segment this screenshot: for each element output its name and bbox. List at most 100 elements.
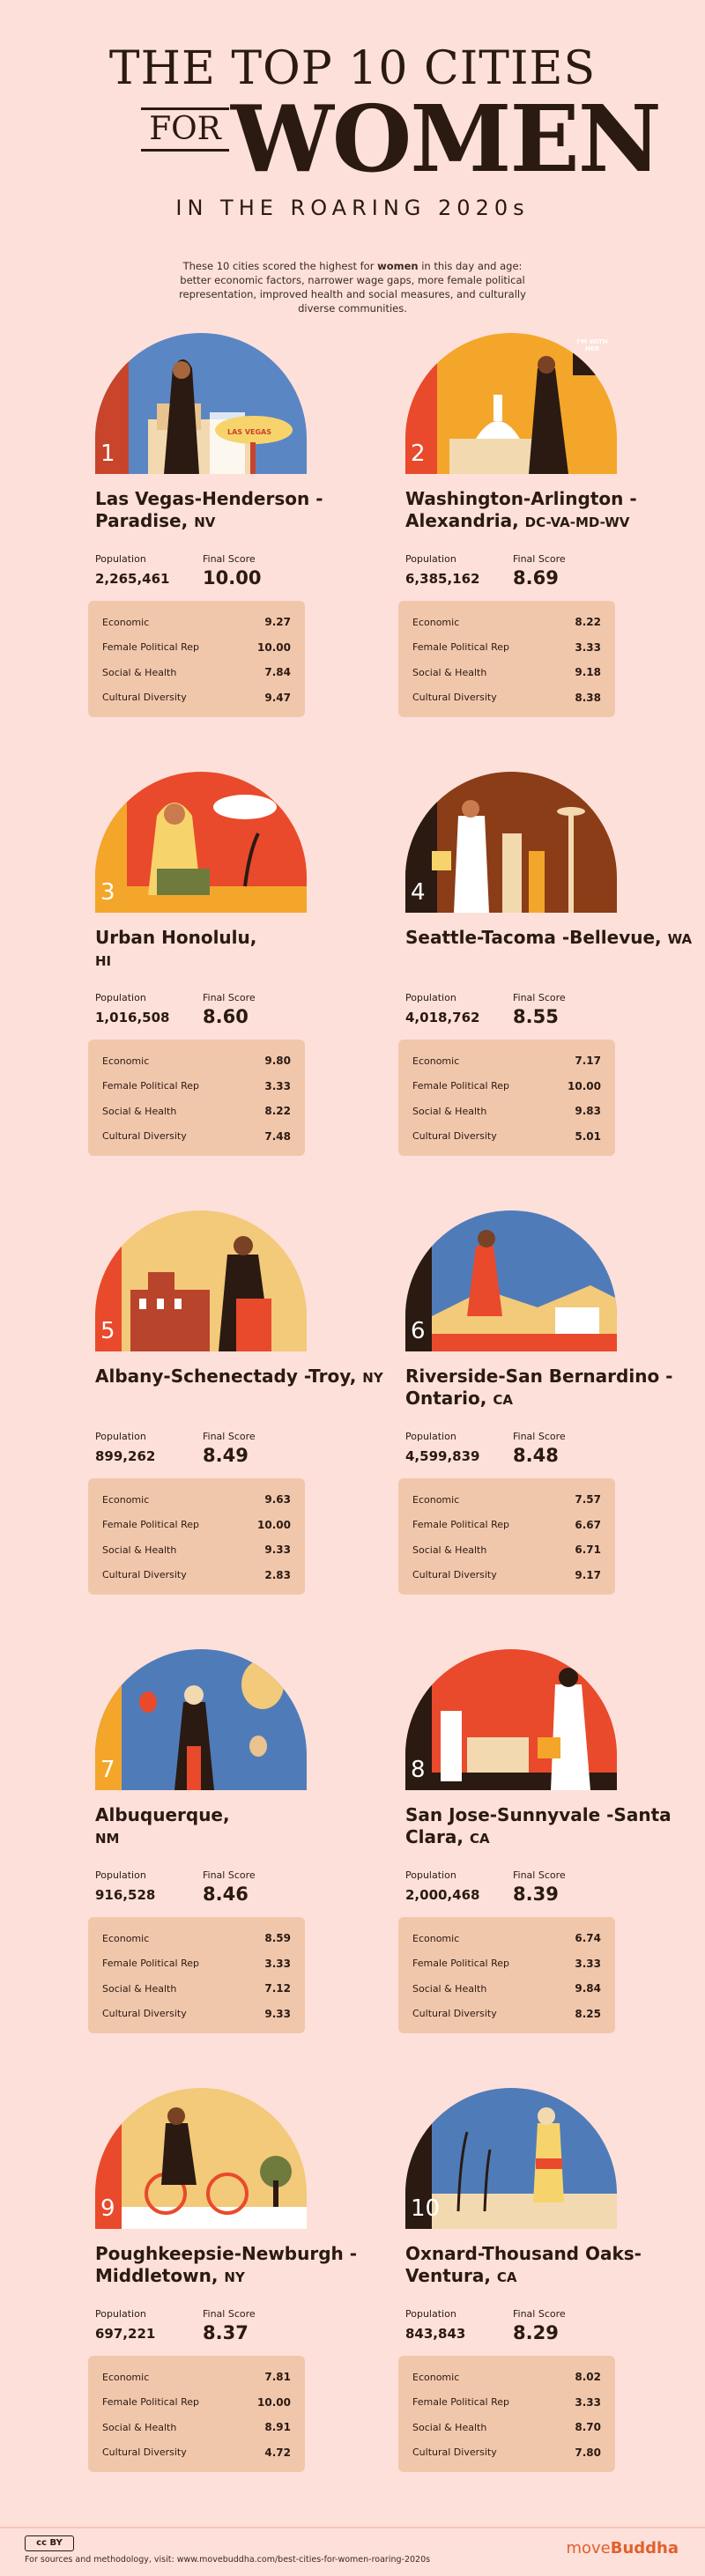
- final-score-value: 8.46: [203, 1884, 249, 1905]
- row-social: Social & Health 7.84: [102, 660, 291, 685]
- row-cultural: Cultural Diversity 4.72: [102, 2440, 291, 2466]
- title-top: THE TOP 10 CITIES: [108, 42, 597, 95]
- final-score-value: 8.37: [203, 2322, 249, 2343]
- cultural-label: Cultural Diversity: [412, 2008, 497, 2020]
- cultural-value: 7.48: [264, 1129, 291, 1143]
- row-cultural: Cultural Diversity 5.01: [412, 1124, 601, 1150]
- city-illustration: 6: [405, 1210, 617, 1351]
- city-card: 8 San Jose-Sunnyvale -Santa Clara, CA Po…: [398, 1649, 705, 2037]
- social-label: Social & Health: [102, 666, 177, 678]
- cultural-label: Cultural Diversity: [102, 1130, 187, 1143]
- row-social: Social & Health 9.18: [412, 660, 601, 685]
- final-score-label: Final Score: [513, 553, 566, 565]
- row-political: Female Political Rep 3.33: [102, 1951, 291, 1977]
- population-label: Population: [95, 2308, 146, 2320]
- city-name: Seattle-Tacoma -Bellevue, WA: [405, 927, 705, 949]
- city-name-text: Washington-Arlington -Alexandria,: [405, 488, 637, 531]
- economic-label: Economic: [412, 2371, 460, 2383]
- final-score-value: 8.55: [513, 1006, 559, 1027]
- city-name: Albuquerque, NM: [95, 1804, 395, 1848]
- state-code: NY: [224, 2269, 245, 2285]
- city-name: Washington-Arlington -Alexandria, DC-VA-…: [405, 488, 705, 532]
- rank-number: 8: [411, 1757, 426, 1783]
- population-label: Population: [95, 992, 146, 1003]
- population-label: Population: [405, 2308, 456, 2320]
- divider: [0, 2527, 705, 2528]
- final-score-value: 10.00: [203, 567, 262, 588]
- row-political: Female Political Rep 3.33: [102, 1074, 291, 1099]
- political-value: 10.00: [568, 1079, 601, 1092]
- state-code: DC-VA-MD-WV: [524, 514, 630, 530]
- social-label: Social & Health: [412, 666, 487, 678]
- social-label: Social & Health: [102, 1543, 177, 1556]
- economic-value: 9.80: [264, 1055, 291, 1068]
- final-score-value: 8.39: [513, 1884, 559, 1905]
- political-label: Female Political Rep: [412, 1958, 509, 1970]
- city-name-text: Oxnard-Thousand Oaks-Ventura,: [405, 2243, 642, 2286]
- political-value: 6.67: [575, 1518, 601, 1531]
- city-illustration: 9: [95, 2088, 307, 2229]
- population-value: 697,221: [95, 2326, 156, 2342]
- title-for-text: FOR: [149, 111, 221, 147]
- political-label: Female Political Rep: [412, 1519, 509, 1531]
- social-label: Social & Health: [412, 1982, 487, 1995]
- rank-number: 10: [411, 2195, 441, 2222]
- state-code: CA: [496, 2269, 517, 2285]
- header: THE TOP 10 CITIES FOR WOMEN IN THE ROARI…: [0, 0, 705, 317]
- rank-number: 7: [100, 1757, 115, 1783]
- row-economic: Economic 7.17: [412, 1048, 601, 1074]
- final-score-label: Final Score: [513, 1431, 566, 1442]
- page-subtitle: IN THE ROARING 2020s: [175, 196, 530, 220]
- city-name: Poughkeepsie-Newburgh -Middletown, NY: [95, 2243, 395, 2287]
- city-name-text: Urban Honolulu,: [95, 927, 257, 948]
- economic-label: Economic: [412, 1055, 460, 1067]
- cultural-value: 2.83: [264, 1568, 291, 1581]
- population-value: 4,018,762: [405, 1010, 480, 1025]
- score-breakdown: Economic 8.59 Female Political Rep 3.33 So…: [88, 1917, 305, 2033]
- economic-value: 8.22: [575, 616, 601, 629]
- city-name: Oxnard-Thousand Oaks-Ventura, CA: [405, 2243, 705, 2287]
- population-label: Population: [405, 1869, 456, 1881]
- population-value: 2,265,461: [95, 571, 170, 587]
- row-social: Social & Health 9.84: [412, 1976, 601, 2002]
- social-label: Social & Health: [102, 1105, 177, 1117]
- final-score-label: Final Score: [513, 2308, 566, 2320]
- row-economic: Economic 9.63: [102, 1487, 291, 1513]
- economic-label: Economic: [412, 1932, 460, 1944]
- political-value: 10.00: [257, 1518, 291, 1531]
- economic-label: Economic: [102, 1493, 150, 1506]
- economic-value: 7.81: [264, 2371, 291, 2384]
- political-value: 3.33: [575, 1957, 601, 1970]
- city-card: 2 Washington-Arlington -Alexandria, DC-V…: [398, 333, 705, 721]
- social-label: Social & Health: [102, 2421, 177, 2433]
- row-cultural: Cultural Diversity 9.47: [102, 685, 291, 711]
- population-label: Population: [95, 553, 146, 565]
- brand-buddha: Buddha: [610, 2539, 679, 2557]
- cultural-label: Cultural Diversity: [412, 1130, 497, 1143]
- population-value: 2,000,468: [405, 1887, 480, 1903]
- social-value: 9.33: [264, 1543, 291, 1557]
- score-breakdown: Economic 8.22 Female Political Rep 3.33 So…: [398, 601, 615, 717]
- sources-note: For sources and methodology, visit: www.…: [25, 2555, 431, 2565]
- score-breakdown: Economic 9.63 Female Political Rep 10.00 S…: [88, 1478, 305, 1595]
- score-breakdown: Economic 9.27 Female Political Rep 10.00 S…: [88, 601, 305, 717]
- row-cultural: Cultural Diversity 9.17: [412, 1563, 601, 1588]
- political-value: 3.33: [575, 640, 601, 654]
- cultural-label: Cultural Diversity: [102, 2446, 187, 2459]
- im-with-her-sign: I'M WITH HER: [576, 338, 608, 353]
- city-illustration: 7: [95, 1649, 307, 1790]
- population-value: 916,528: [95, 1887, 156, 1903]
- political-value: 10.00: [257, 640, 291, 654]
- city-illustration: 1: [95, 333, 307, 474]
- population-value: 4,599,839: [405, 1448, 480, 1464]
- city-card: 1 Las Vegas-Henderson -Paradise, NV Popu…: [88, 333, 395, 721]
- final-score-value: 8.48: [513, 1445, 559, 1466]
- cultural-label: Cultural Diversity: [102, 692, 187, 704]
- row-political: Female Political Rep 6.67: [412, 1513, 601, 1538]
- economic-value: 6.74: [575, 1932, 601, 1945]
- final-score-value: 8.69: [513, 567, 559, 588]
- final-score-label: Final Score: [203, 2308, 256, 2320]
- population-value: 6,385,162: [405, 571, 480, 587]
- cultural-value: 8.25: [575, 2007, 601, 2020]
- score-breakdown: Economic 8.02 Female Political Rep 3.33 So…: [398, 2356, 615, 2472]
